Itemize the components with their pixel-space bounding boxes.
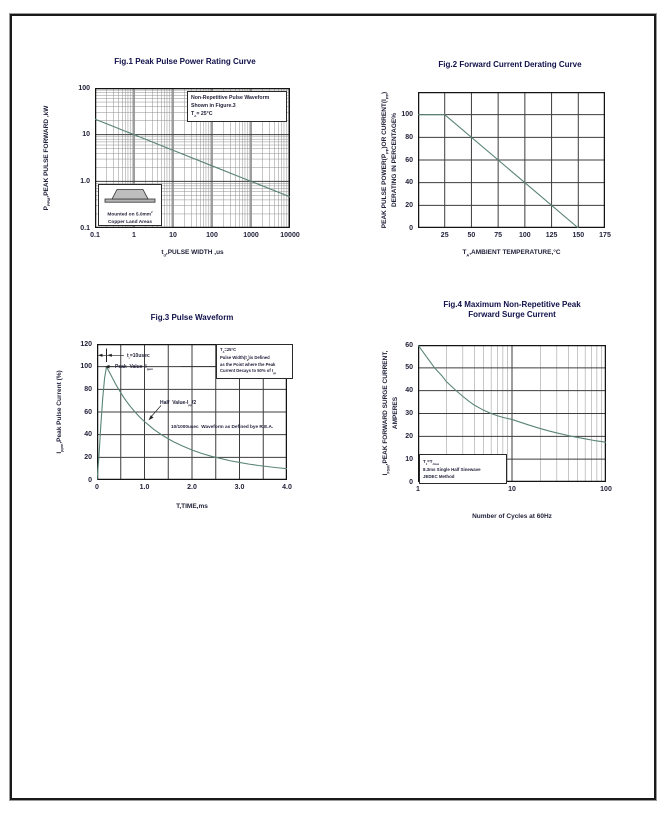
fig1-mounting-inset: Mounted on 5.0mm2 Copper Land Areas (98, 184, 162, 226)
fig2-y-tick-label: 80 (405, 133, 413, 141)
fig4-x-tick-label: 10 (508, 486, 516, 493)
page-border-frame (10, 14, 656, 800)
fig2-y-tick-label: 100 (401, 111, 413, 119)
fig2-x-tick-label: 175 (599, 232, 611, 239)
fig1-x-tick-label: 0.1 (90, 232, 100, 239)
fig4-y-tick-label: 60 (405, 341, 413, 349)
fig1-title: Fig.1 Peak Pulse Power Rating Curve (114, 57, 256, 66)
fig3-x-tick-label: 1.0 (139, 484, 150, 491)
fig1-y-axis-label: PPPM,PEAK PULSE FORWARD ,kW (42, 105, 52, 211)
fig2-chart-canvas (418, 92, 605, 228)
fig4-y-tick-label: 0 (409, 478, 413, 486)
fig2-y-tick-label: 60 (405, 156, 413, 164)
fig3-y-tick-label: 60 (84, 408, 92, 416)
fig2-x-axis-label: TA,AMBIENT TEMPERATURE,°C (462, 249, 561, 258)
fig3-title: Fig.3 Pulse Waveform (150, 313, 234, 322)
fig4-x-tick-label: 100 (600, 486, 612, 493)
fig2-x-tick-label: 150 (572, 232, 585, 239)
fig4-y-tick-label: 10 (405, 455, 413, 463)
fig3-x-tick-label: 3.0 (234, 484, 245, 491)
fig3-y-tick-label: 80 (84, 385, 92, 393)
fig1-x-tick-label: 100 (206, 232, 218, 239)
fig4-y-tick-label: 20 (405, 432, 413, 440)
fig3-y-tick-label: 0 (88, 476, 92, 484)
fig2-x-tick-label: 100 (519, 232, 531, 239)
fig4-y-tick-label: 30 (405, 410, 413, 417)
smd-package-icon (103, 187, 157, 204)
fig2-x-tick-label: 75 (494, 232, 503, 239)
fig3-y-tick-label: 20 (84, 453, 92, 461)
fig2-y-tick-label: 20 (405, 201, 413, 209)
fig1-inset-text: Mounted on 5.0mm2 Copper Land Areas (107, 210, 153, 225)
fig1-x-tick-label: 1 (132, 232, 136, 239)
fig3-y-tick-label: 120 (80, 340, 92, 348)
fig1-y-tick-label: 100 (78, 84, 90, 92)
fig1-plot-area: Non-Repetitive Pulse Waveform Shown in F… (78, 85, 299, 240)
fig1-y-tick-label: 10 (82, 131, 90, 139)
fig1-x-tick-label: 10000 (280, 232, 300, 239)
fig2-title: Fig.2 Forward Current Derating Curve (438, 60, 582, 69)
fig1-note: Non-Repetitive Pulse Waveform Shown in F… (187, 91, 287, 122)
fig3-y-tick-label: 100 (80, 363, 92, 371)
fig2-y-tick-label: 40 (405, 179, 413, 187)
fig2-plot-area: 25 50 75 100 125 150 175 0 20 40 60 80 100 (401, 92, 611, 239)
fig4-note: TJ=TJmax 8.3ms Single Half Sinewave JEDE… (419, 454, 507, 484)
fig1-x-axis-label: td,PULSE WIDTH ,us (161, 249, 224, 258)
fig4-plot-area: TJ=TJmax 8.3ms Single Half Sinewave JEDE… (405, 342, 612, 494)
fig3-x-tick-label: 2.0 (187, 484, 197, 491)
fig3-plot-area: TA=25°C Pulse Width(td)is Defined as the… (80, 341, 293, 491)
fig1-x-tick-label: 10 (169, 232, 177, 239)
fig2-x-tick-label: 25 (440, 232, 449, 239)
fig3-x-tick-label: 4.0 (282, 484, 292, 491)
fig2-x-tick-label: 50 (467, 232, 476, 239)
fig4-chart-canvas (418, 345, 606, 482)
fig2-y-tick-label: 0 (409, 224, 413, 232)
fig3-x-tick-label: 0 (95, 484, 99, 491)
fig1-y-tick-label: 0.1 (80, 224, 90, 232)
fig2-x-tick-label: 125 (545, 232, 558, 239)
fig3-note: TA=25°C Pulse Width(td)is Defined as the… (216, 344, 293, 380)
fig3-rise-time-label: tr=10usec (127, 352, 150, 360)
fig4-x-axis-label: Number of Cycles at 60Hz (472, 513, 552, 520)
fig3-y-tick-label: 40 (84, 431, 92, 439)
fig3-rea-label: 10/1000usec Waveform as Defined bye R.E.… (171, 424, 274, 429)
fig4-title: Fig.4 Maximum Non-Repetitive Peak Forwar… (443, 300, 581, 320)
fig4-y-tick-label: 40 (405, 387, 413, 395)
fig3-half-value-label: Half Value-Ipp/2 (160, 400, 197, 407)
fig4-x-tick-label: 1 (416, 486, 420, 493)
fig4-y-tick-label: 50 (405, 364, 413, 372)
fig3-x-axis-label: T,TIME,ms (176, 503, 208, 510)
fig1-y-tick-label: 1.0 (80, 177, 90, 185)
fig1-x-tick-label: 1000 (243, 232, 259, 239)
fig3-peak-value-label: Peak Value Ippm (115, 363, 154, 371)
